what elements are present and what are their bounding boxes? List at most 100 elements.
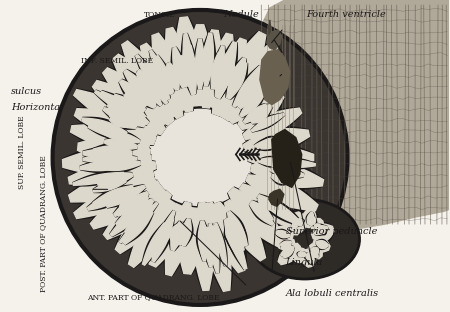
Polygon shape xyxy=(209,224,219,273)
Polygon shape xyxy=(307,212,314,224)
Polygon shape xyxy=(140,43,184,119)
Polygon shape xyxy=(298,251,303,257)
Polygon shape xyxy=(227,62,247,99)
Polygon shape xyxy=(238,80,261,109)
Polygon shape xyxy=(266,137,292,146)
Polygon shape xyxy=(219,57,232,91)
Polygon shape xyxy=(301,208,317,228)
Polygon shape xyxy=(116,59,169,119)
Polygon shape xyxy=(291,247,309,263)
Polygon shape xyxy=(203,202,233,291)
Text: Nodule: Nodule xyxy=(223,10,259,19)
Polygon shape xyxy=(249,203,274,226)
Polygon shape xyxy=(238,80,262,109)
Polygon shape xyxy=(292,212,307,231)
Polygon shape xyxy=(137,69,160,99)
Polygon shape xyxy=(219,62,232,96)
Polygon shape xyxy=(180,219,193,246)
Polygon shape xyxy=(103,108,138,127)
Polygon shape xyxy=(239,91,266,117)
Polygon shape xyxy=(114,192,148,216)
Text: SUP. SEMIL. LOBE: SUP. SEMIL. LOBE xyxy=(18,115,26,189)
Polygon shape xyxy=(251,113,284,132)
Polygon shape xyxy=(110,113,137,128)
Polygon shape xyxy=(138,75,162,106)
Polygon shape xyxy=(121,205,146,228)
Polygon shape xyxy=(73,89,158,138)
Polygon shape xyxy=(166,63,179,90)
Polygon shape xyxy=(308,244,322,259)
Polygon shape xyxy=(227,211,246,243)
Polygon shape xyxy=(228,187,287,249)
Polygon shape xyxy=(150,50,169,89)
Polygon shape xyxy=(278,160,315,167)
Polygon shape xyxy=(71,125,150,150)
Polygon shape xyxy=(97,172,133,187)
Polygon shape xyxy=(171,47,187,88)
Polygon shape xyxy=(223,64,235,85)
Polygon shape xyxy=(222,41,279,121)
Polygon shape xyxy=(217,52,234,99)
Polygon shape xyxy=(115,191,171,253)
Polygon shape xyxy=(146,61,170,100)
Polygon shape xyxy=(120,205,146,229)
Polygon shape xyxy=(124,70,155,105)
Polygon shape xyxy=(213,202,245,273)
Text: ANT. PART OF QUADRANG. LOBE: ANT. PART OF QUADRANG. LOBE xyxy=(87,293,220,301)
Polygon shape xyxy=(112,54,175,126)
Polygon shape xyxy=(197,30,224,108)
Polygon shape xyxy=(108,107,140,126)
Polygon shape xyxy=(224,219,248,270)
Polygon shape xyxy=(243,108,302,140)
Polygon shape xyxy=(214,203,243,266)
Polygon shape xyxy=(105,186,165,238)
Polygon shape xyxy=(198,227,208,261)
Polygon shape xyxy=(176,207,206,274)
Circle shape xyxy=(53,10,347,305)
Polygon shape xyxy=(168,224,184,243)
Polygon shape xyxy=(151,33,187,112)
Polygon shape xyxy=(164,27,195,112)
Polygon shape xyxy=(226,226,237,244)
Polygon shape xyxy=(104,173,131,183)
Polygon shape xyxy=(177,56,190,87)
Polygon shape xyxy=(236,72,261,106)
Polygon shape xyxy=(259,138,282,148)
Polygon shape xyxy=(255,139,281,149)
Polygon shape xyxy=(113,94,145,119)
Polygon shape xyxy=(152,33,186,111)
Polygon shape xyxy=(270,168,304,177)
Polygon shape xyxy=(246,174,318,212)
Polygon shape xyxy=(93,179,126,193)
Polygon shape xyxy=(148,203,184,267)
Polygon shape xyxy=(169,221,184,251)
Polygon shape xyxy=(228,58,246,93)
Polygon shape xyxy=(120,195,138,208)
Polygon shape xyxy=(217,52,234,99)
Polygon shape xyxy=(173,17,205,106)
Polygon shape xyxy=(196,39,204,89)
Polygon shape xyxy=(90,180,161,230)
Polygon shape xyxy=(142,223,166,265)
Polygon shape xyxy=(177,224,187,245)
Polygon shape xyxy=(109,117,127,128)
Polygon shape xyxy=(89,125,130,139)
Polygon shape xyxy=(228,82,264,123)
Polygon shape xyxy=(215,56,228,97)
Polygon shape xyxy=(216,31,267,119)
Polygon shape xyxy=(240,91,265,117)
Polygon shape xyxy=(128,199,176,268)
Polygon shape xyxy=(216,41,237,98)
Polygon shape xyxy=(270,159,284,168)
Polygon shape xyxy=(225,222,244,263)
Polygon shape xyxy=(215,56,228,97)
Polygon shape xyxy=(157,63,173,95)
Polygon shape xyxy=(123,70,156,106)
Polygon shape xyxy=(253,203,271,219)
Polygon shape xyxy=(226,61,248,99)
Polygon shape xyxy=(106,185,145,208)
Polygon shape xyxy=(227,217,244,251)
Polygon shape xyxy=(179,208,203,274)
Polygon shape xyxy=(200,226,209,257)
Polygon shape xyxy=(70,123,150,152)
